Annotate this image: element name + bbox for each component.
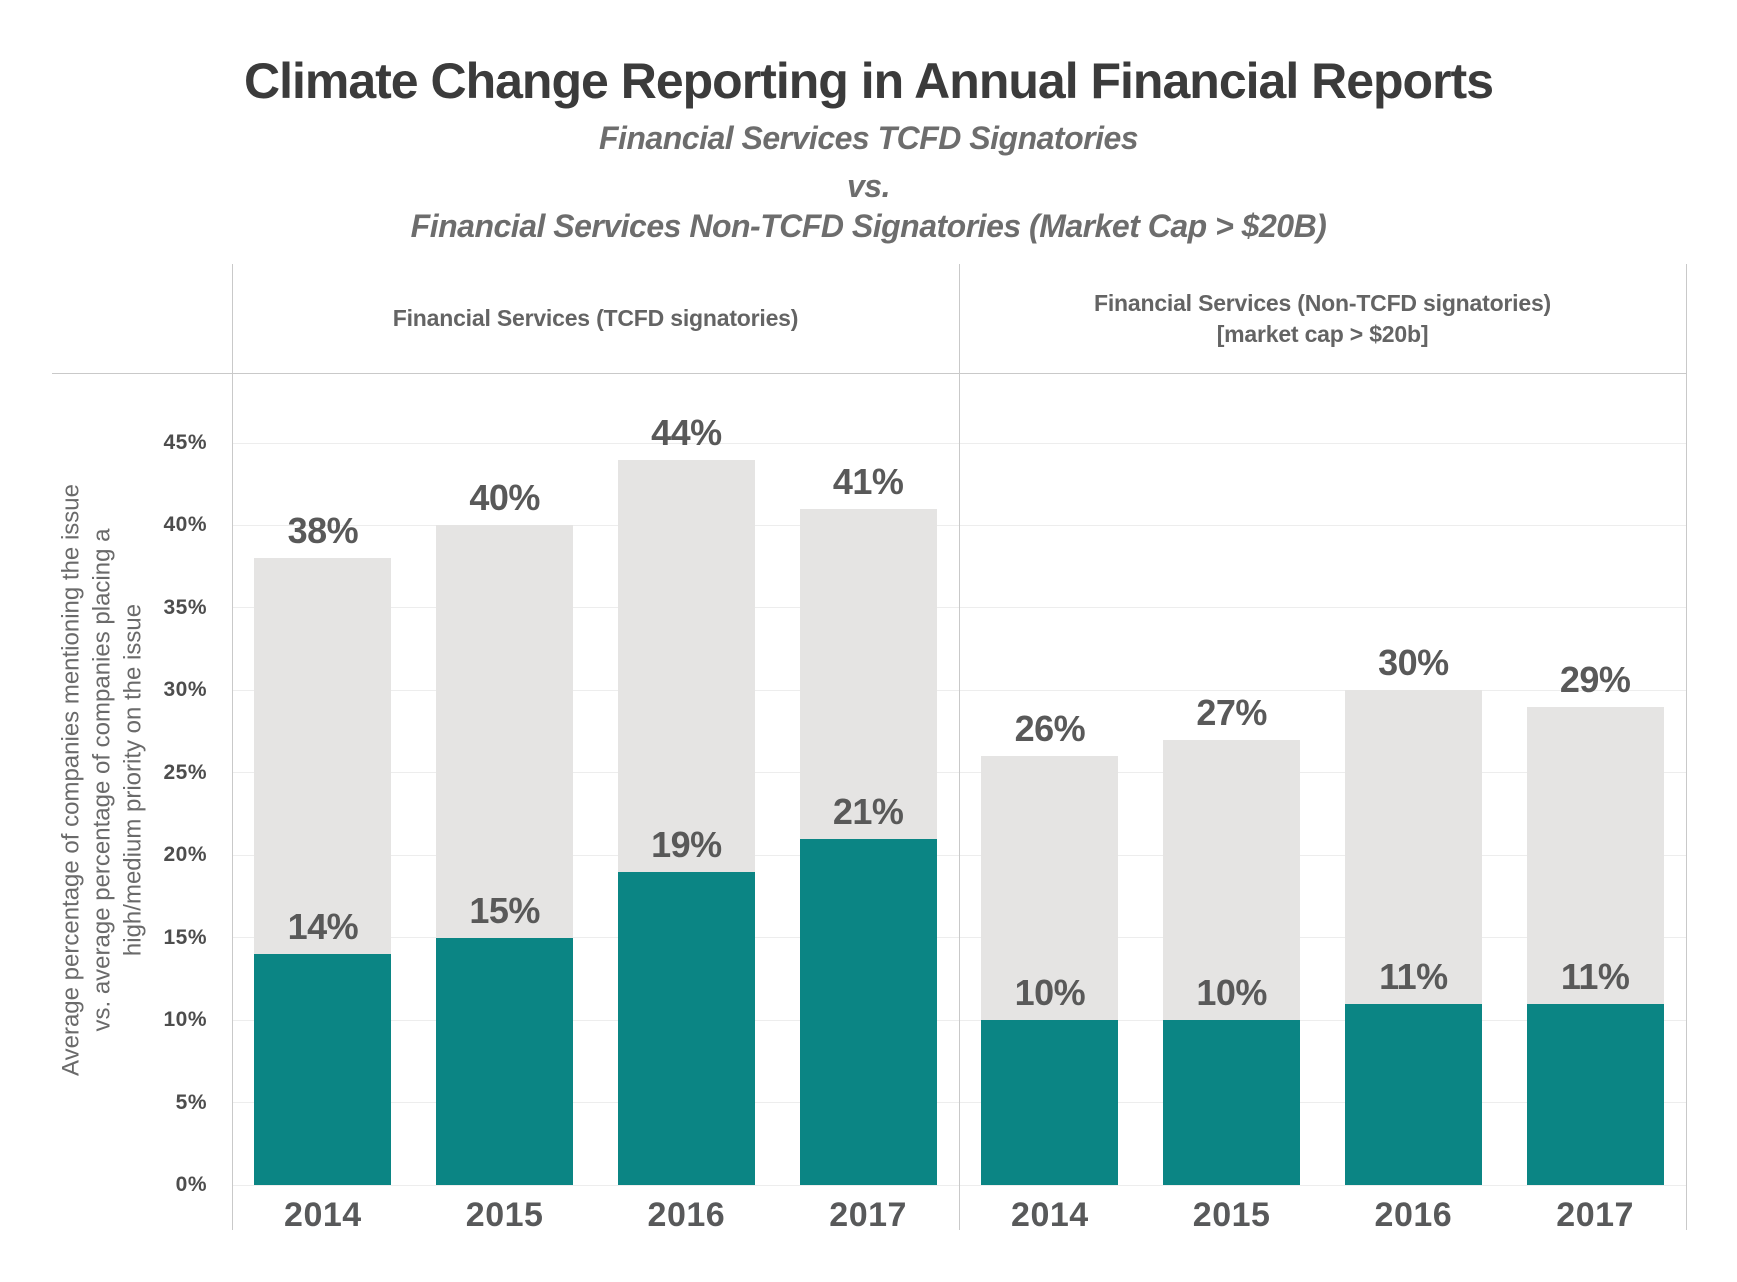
x-tick-label: 2014 xyxy=(284,1196,362,1234)
bar-mentioning-label: 38% xyxy=(287,510,359,552)
bar-priority-label: 21% xyxy=(832,790,904,832)
x-tick-label: 2017 xyxy=(829,1196,907,1234)
bar-priority-label: 11% xyxy=(1560,955,1630,997)
bar-priority-label: 15% xyxy=(469,889,540,931)
bar-priority-label: 19% xyxy=(651,823,722,865)
bar-mentioning-label: 40% xyxy=(469,477,540,519)
chart-title: Climate Change Reporting in Annual Finan… xyxy=(243,53,1494,109)
x-tick-label: 2015 xyxy=(1192,1196,1271,1234)
bar-priority-label: 11% xyxy=(1379,955,1448,997)
panel-header-line: Financial Services (Non-TCFD signatories… xyxy=(1093,289,1551,316)
bar-priority xyxy=(1526,1003,1664,1185)
panel-divider xyxy=(959,264,960,1230)
bar-priority-label: 10% xyxy=(1196,972,1267,1014)
bar-mentioning-label: 27% xyxy=(1196,691,1267,733)
bar-mentioning-label: 44% xyxy=(651,411,722,453)
y-tick-label: 35% xyxy=(163,595,207,619)
x-tick-label: 2015 xyxy=(465,1196,544,1234)
y-tick-label: 5% xyxy=(175,1090,207,1114)
panel-header: Financial Services (TCFD signatories) xyxy=(232,264,959,373)
x-tick-label: 2017 xyxy=(1556,1196,1634,1234)
bar-mentioning-label: 29% xyxy=(1559,658,1631,700)
subtitle-tcfd: Financial Services TCFD Signatories xyxy=(598,120,1139,156)
bar-mentioning-label: 26% xyxy=(1014,708,1086,750)
bar-priority xyxy=(981,1020,1119,1185)
panel-border-right xyxy=(1686,264,1687,1230)
y-tick-label: 20% xyxy=(163,843,207,867)
y-tick-label: 45% xyxy=(163,431,207,455)
bar-priority-label: 14% xyxy=(287,906,359,948)
bar-priority xyxy=(1344,1003,1482,1185)
y-tick-label: 30% xyxy=(163,678,207,702)
bar-mentioning-label: 41% xyxy=(832,460,904,502)
y-tick-label: 25% xyxy=(163,760,207,784)
bar-priority-label: 10% xyxy=(1014,972,1086,1014)
panel-header: Financial Services (Non-TCFD signatories… xyxy=(959,264,1686,373)
bar-priority xyxy=(617,871,755,1185)
bar-mentioning-label: 30% xyxy=(1378,642,1449,684)
y-tick-label: 40% xyxy=(163,513,207,537)
bar-priority xyxy=(799,838,937,1185)
y-tick-label: 10% xyxy=(163,1008,207,1032)
panel-header-line: Financial Services (TCFD signatories) xyxy=(392,305,799,331)
x-tick-label: 2014 xyxy=(1011,1196,1089,1234)
x-tick-label: 2016 xyxy=(647,1196,726,1234)
subtitle-non-tcfd: Financial Services Non-TCFD Signatories … xyxy=(410,208,1327,244)
header-divider-line xyxy=(52,373,1686,374)
bar-priority xyxy=(254,954,392,1185)
x-tick-label: 2016 xyxy=(1374,1196,1453,1234)
y-tick-label: 0% xyxy=(175,1173,207,1196)
panel-border-left xyxy=(232,264,233,1230)
bar-priority xyxy=(436,937,574,1185)
subtitle-vs: vs. xyxy=(847,168,890,204)
panel-header-line: [market cap > $20b] xyxy=(1216,320,1429,347)
bar-priority xyxy=(1163,1020,1301,1185)
y-tick-label: 15% xyxy=(163,925,207,949)
